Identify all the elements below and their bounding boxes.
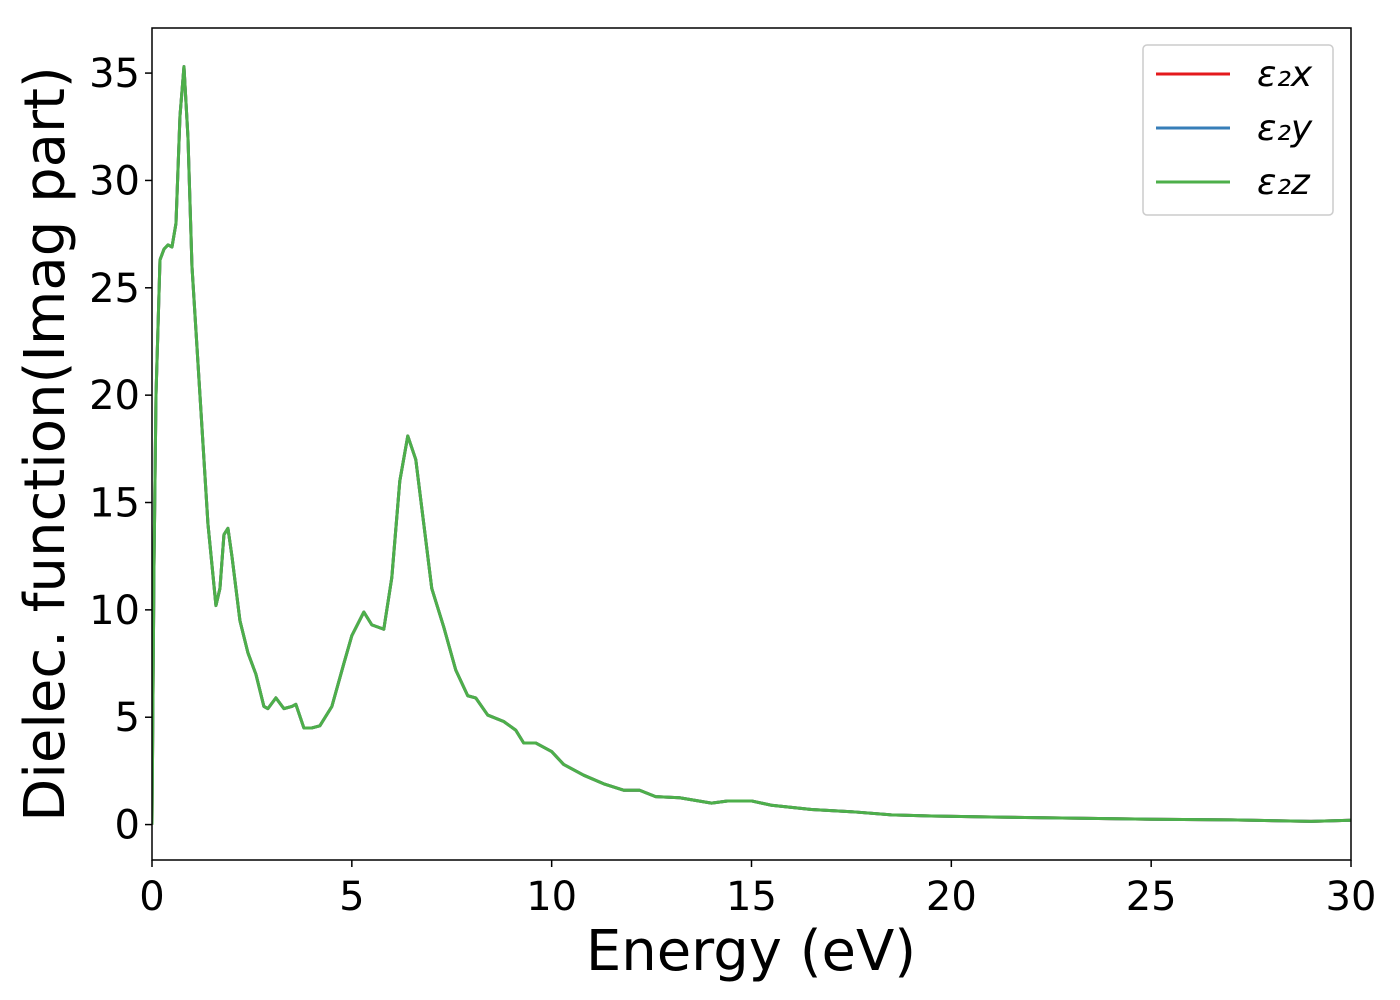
y-axis-label: Dielec. function(Imag part): [13, 66, 78, 822]
line-series: [152, 65, 1351, 825]
x-tick-label: 10: [526, 874, 577, 920]
x-axis-label: Energy (eV): [586, 919, 916, 984]
x-tick-label: 0: [139, 874, 164, 920]
x-tick-label: 15: [726, 874, 777, 920]
x-tick-label: 5: [339, 874, 364, 920]
legend-label: ε₂y: [1257, 108, 1313, 149]
legend-box: [1142, 44, 1334, 216]
y-tick-label: 25: [89, 266, 140, 312]
y-tick-label: 15: [89, 481, 140, 527]
y-tick-label: 0: [115, 803, 140, 849]
plot-frame: [151, 27, 1352, 861]
y-tick-label: 20: [89, 373, 140, 419]
y-tick-label: 5: [115, 695, 140, 741]
y-tick-label: 10: [89, 588, 140, 634]
x-tick-label: 30: [1326, 874, 1377, 920]
y-tick-label: 30: [89, 158, 140, 204]
x-tick-label: 25: [1126, 874, 1177, 920]
x-tick-label: 20: [926, 874, 977, 920]
legend-label: ε₂x: [1257, 54, 1313, 95]
y-tick-label: 35: [89, 51, 140, 97]
legend-label: ε₂z: [1257, 162, 1311, 203]
